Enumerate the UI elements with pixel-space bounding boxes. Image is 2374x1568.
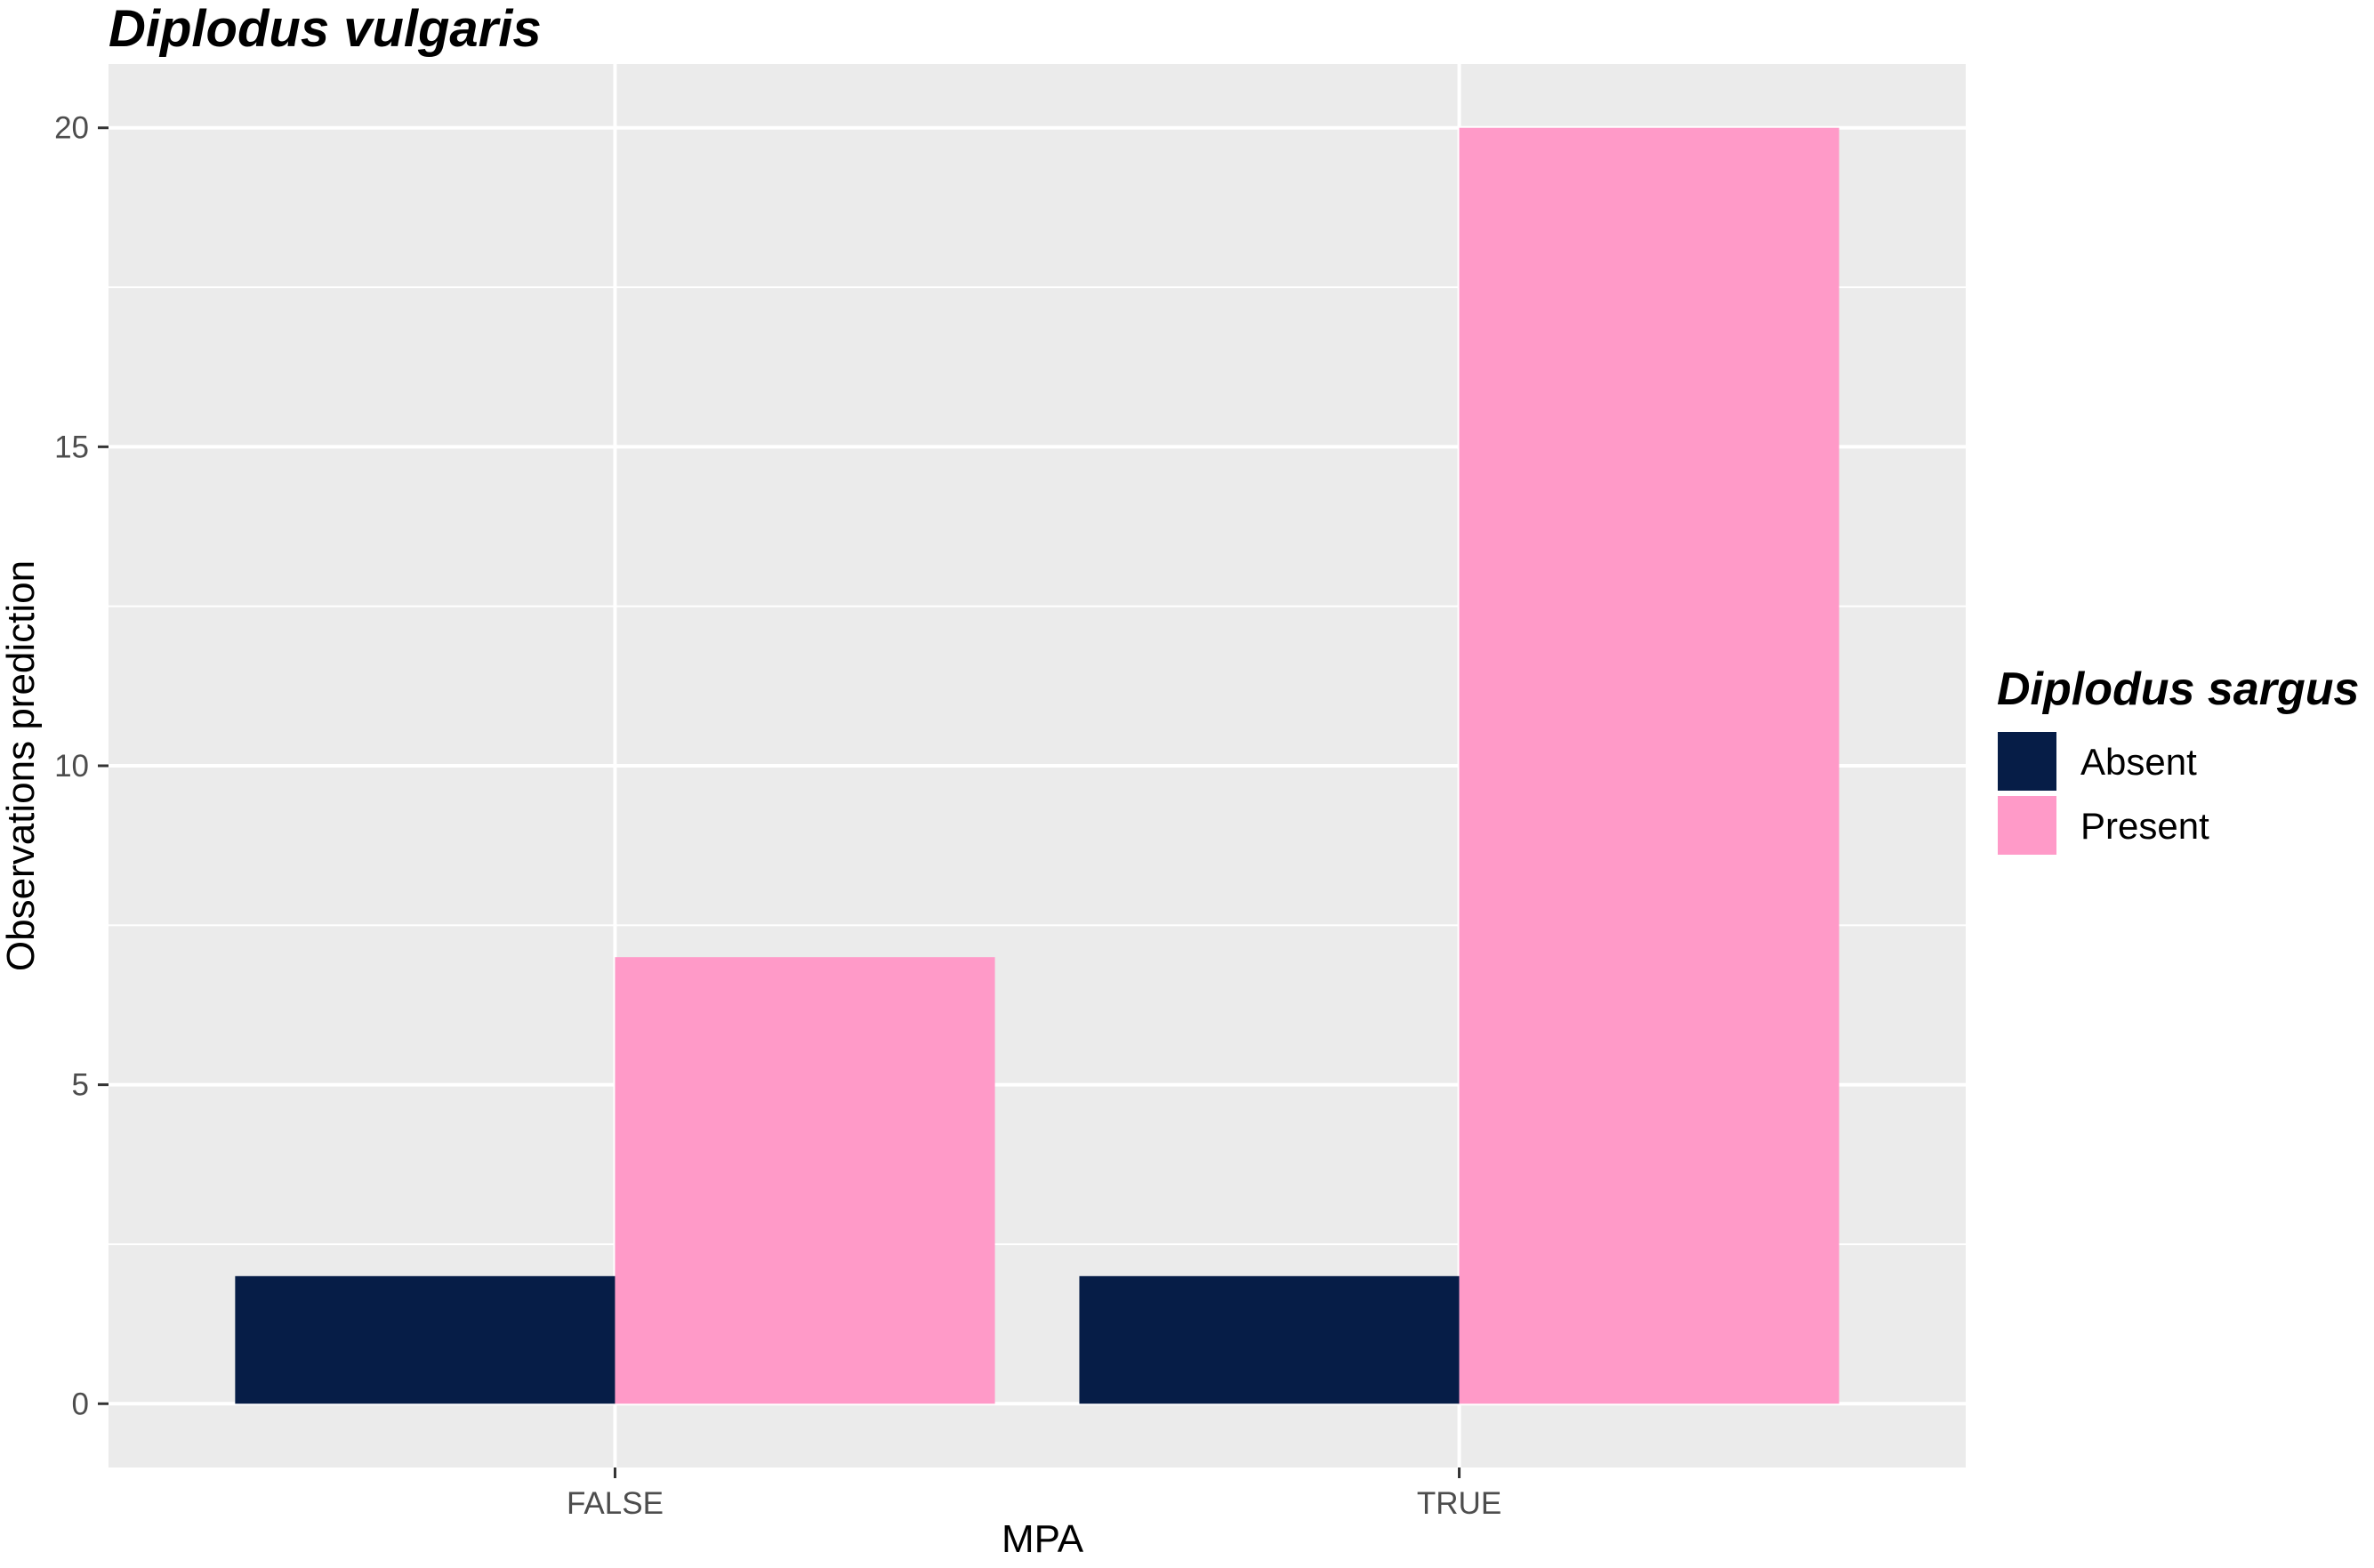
bars-group xyxy=(235,127,1839,1404)
y-axis-title: Observations prediction xyxy=(0,560,43,971)
x-tick-label: FALSE xyxy=(567,1486,664,1521)
legend: Diplodus sargus Absent Present xyxy=(1996,663,2359,856)
legend-title: Diplodus sargus xyxy=(1997,663,2359,715)
x-tick-label: TRUE xyxy=(1417,1486,1501,1521)
y-tick-label: 5 xyxy=(72,1068,89,1103)
legend-key-absent xyxy=(1996,730,2058,792)
legend-key-present xyxy=(1996,794,2058,856)
bar-absent-true xyxy=(1079,1275,1460,1404)
bar-present-false xyxy=(615,957,995,1404)
y-tick-label: 15 xyxy=(54,430,89,464)
y-tick-label: 10 xyxy=(54,749,89,784)
chart-title: Diplodus vulgaris xyxy=(109,0,542,58)
y-tick-label: 0 xyxy=(72,1387,89,1421)
y-axis: 0 5 10 15 20 xyxy=(54,111,109,1421)
legend-label-present: Present xyxy=(2080,805,2209,847)
bar-absent-false xyxy=(235,1275,616,1404)
x-axis: FALSE TRUE xyxy=(567,1467,1501,1521)
legend-items: Absent Present xyxy=(1996,730,2209,856)
x-axis-title: MPA xyxy=(1002,1517,1084,1561)
legend-label-absent: Absent xyxy=(2080,741,2197,783)
bar-present-true xyxy=(1459,127,1839,1404)
y-tick-label: 20 xyxy=(54,111,89,146)
